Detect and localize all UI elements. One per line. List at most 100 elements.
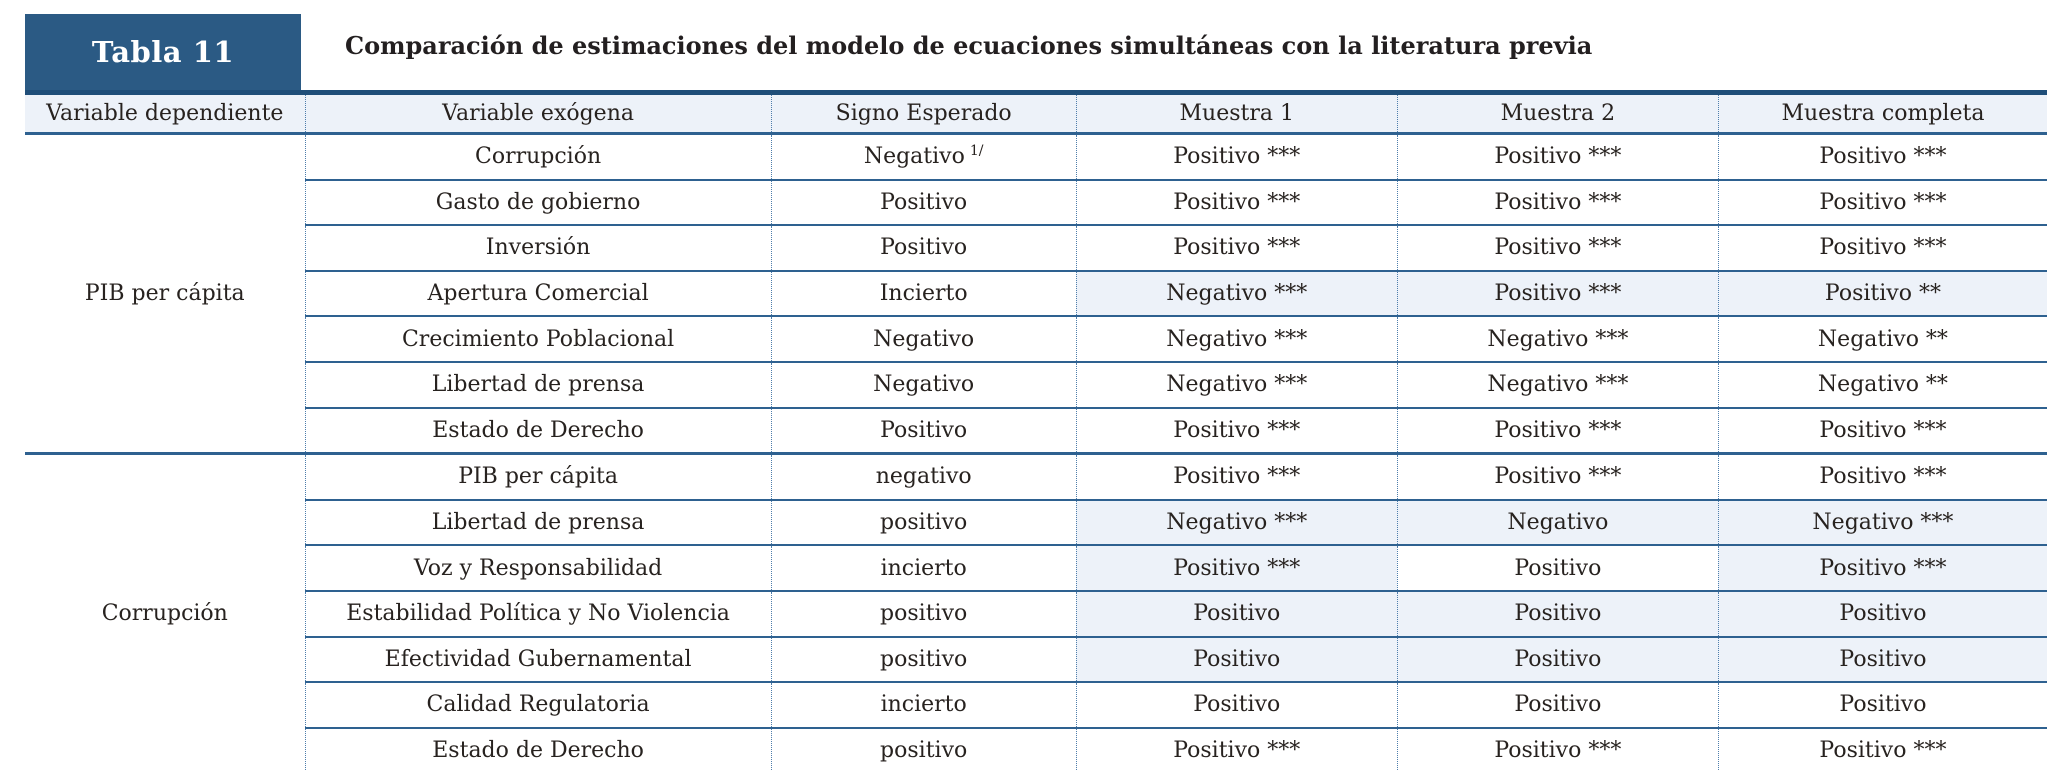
table-row: Estado de Derecho positivo Positivo *** …	[25, 726, 2047, 771]
rowgroup-label-corrupcion: Corrupción	[25, 452, 306, 771]
table-row: Corrupción PIB per cápita negativo Posit…	[25, 452, 2047, 771]
muestra-completa-cell: Negativo ***	[1717, 498, 2047, 546]
table-header: Variable dependiente Variable exógena Si…	[25, 92, 2047, 135]
signo-cell: negativo	[770, 452, 1077, 500]
muestra-completa-cell: Positivo ***	[1717, 178, 2047, 226]
muestra1-cell: Negativo ***	[1075, 498, 1398, 546]
exogena-cell: PIB per cápita	[304, 452, 772, 500]
table-row: Libertad de prensa positivo Negativo ***…	[25, 498, 2047, 546]
table-row: Inversión Positivo Positivo *** Positivo…	[25, 224, 2047, 271]
table-number-badge: Tabla 11	[25, 14, 301, 90]
muestra2-cell: Positivo	[1396, 635, 1719, 683]
muestra2-cell: Positivo ***	[1396, 406, 1719, 454]
signo-cell: positivo	[770, 589, 1077, 637]
column-header-exogena: Variable exógena	[304, 92, 772, 135]
muestra2-cell: Negativo	[1396, 498, 1719, 546]
muestra-completa-cell: Negativo **	[1717, 315, 2047, 362]
table-row: Efectividad Gubernamental positivo Posit…	[25, 635, 2047, 683]
table-row: Voz y Responsabilidad incierto Positivo …	[25, 544, 2047, 591]
muestra1-cell: Positivo ***	[1075, 452, 1398, 500]
muestra2-cell: Positivo ***	[1396, 269, 1719, 317]
muestra2-cell: Positivo ***	[1396, 224, 1719, 271]
exogena-cell: Libertad de prensa	[304, 498, 772, 546]
signo-cell: positivo	[770, 726, 1077, 771]
muestra-completa-cell: Positivo ***	[1717, 224, 2047, 271]
rowgroup-label-pib-per-capita: PIB per cápita	[25, 133, 306, 454]
table-row: Apertura Comercial Incierto Negativo ***…	[25, 269, 2047, 317]
muestra-completa-cell: Positivo **	[1717, 269, 2047, 317]
exogena-cell: Crecimiento Poblacional	[304, 315, 772, 362]
footnote-marker: 1/	[969, 142, 984, 159]
column-header-signo: Signo Esperado	[770, 92, 1077, 135]
muestra1-cell: Negativo ***	[1075, 315, 1398, 362]
muestra2-cell: Positivo ***	[1396, 133, 1719, 180]
table-row: PIB per cápita Corrupción Negativo 1/ Pos…	[25, 133, 2047, 454]
muestra-completa-cell: Positivo ***	[1717, 406, 2047, 454]
table-row: Gasto de gobierno Positivo Positivo *** …	[25, 178, 2047, 226]
exogena-cell: Apertura Comercial	[304, 269, 772, 317]
muestra-completa-cell: Negativo **	[1717, 360, 2047, 408]
signo-cell: Positivo	[770, 406, 1077, 454]
signo-cell: incierto	[770, 681, 1077, 728]
muestra1-cell: Positivo ***	[1075, 133, 1398, 180]
muestra-completa-cell: Positivo ***	[1717, 452, 2047, 500]
muestra2-cell: Negativo ***	[1396, 360, 1719, 408]
exogena-cell: Calidad Regulatoria	[304, 681, 772, 728]
comparison-table: Variable dependiente Variable exógena Si…	[25, 90, 2047, 771]
muestra1-cell: Positivo ***	[1075, 224, 1398, 271]
muestra1-cell: Positivo	[1075, 635, 1398, 683]
signo-cell: Incierto	[770, 269, 1077, 317]
table-row: Estado de Derecho Positivo Positivo *** …	[25, 406, 2047, 454]
muestra2-cell: Positivo	[1396, 681, 1719, 728]
muestra-completa-cell: Positivo ***	[1717, 726, 2047, 771]
column-header-muestra1: Muestra 1	[1075, 92, 1398, 135]
muestra1-cell: Positivo	[1075, 681, 1398, 728]
table-row: Libertad de prensa Negativo Negativo ***…	[25, 360, 2047, 408]
header-row: Variable dependiente Variable exógena Si…	[25, 92, 2047, 135]
signo-cell: Negativo	[770, 360, 1077, 408]
muestra1-cell: Positivo ***	[1075, 726, 1398, 771]
signo-cell: Negativo	[770, 315, 1077, 362]
exogena-cell: Estabilidad Política y No Violencia	[304, 589, 772, 637]
signo-cell: positivo	[770, 498, 1077, 546]
table-row: Crecimiento Poblacional Negativo Negativ…	[25, 315, 2047, 362]
table-number-label: Tabla 11	[91, 35, 235, 69]
table-row: Estabilidad Política y No Violencia posi…	[25, 589, 2047, 637]
exogena-cell: Corrupción	[304, 133, 772, 180]
signo-cell: Positivo	[770, 224, 1077, 271]
muestra1-cell: Positivo ***	[1075, 544, 1398, 591]
muestra-completa-cell: Positivo	[1717, 681, 2047, 728]
column-header-muestra-completa: Muestra completa	[1717, 92, 2047, 135]
muestra-completa-cell: Positivo ***	[1717, 133, 2047, 180]
muestra1-cell: Positivo ***	[1075, 406, 1398, 454]
column-header-muestra2: Muestra 2	[1396, 92, 1719, 135]
muestra2-cell: Negativo ***	[1396, 315, 1719, 362]
exogena-cell: Estado de Derecho	[304, 726, 772, 771]
muestra-completa-cell: Positivo	[1717, 635, 2047, 683]
signo-text: Negativo	[863, 144, 965, 170]
table-title: Comparación de estimaciones del modelo d…	[345, 30, 1593, 60]
exogena-cell: Inversión	[304, 224, 772, 271]
muestra-completa-cell: Positivo ***	[1717, 544, 2047, 591]
muestra1-cell: Negativo ***	[1075, 360, 1398, 408]
muestra2-cell: Positivo	[1396, 544, 1719, 591]
muestra1-cell: Negativo ***	[1075, 269, 1398, 317]
exogena-cell: Libertad de prensa	[304, 360, 772, 408]
muestra2-cell: Positivo ***	[1396, 452, 1719, 500]
muestra1-cell: Positivo ***	[1075, 178, 1398, 226]
table-caption: Tabla 11 Comparación de estimaciones del…	[0, 0, 2070, 90]
exogena-cell: Efectividad Gubernamental	[304, 635, 772, 683]
muestra2-cell: Positivo ***	[1396, 178, 1719, 226]
exogena-cell: Estado de Derecho	[304, 406, 772, 454]
column-header-dependiente: Variable dependiente	[25, 92, 306, 135]
exogena-cell: Gasto de gobierno	[304, 178, 772, 226]
exogena-cell: Voz y Responsabilidad	[304, 544, 772, 591]
signo-cell: incierto	[770, 544, 1077, 591]
table-body: PIB per cápita Corrupción Negativo 1/ Pos…	[25, 133, 2047, 771]
muestra-completa-cell: Positivo	[1717, 589, 2047, 637]
table-row: Calidad Regulatoria incierto Positivo Po…	[25, 681, 2047, 728]
muestra2-cell: Positivo	[1396, 589, 1719, 637]
muestra1-cell: Positivo	[1075, 589, 1398, 637]
signo-cell: positivo	[770, 635, 1077, 683]
signo-cell: Negativo 1/	[770, 133, 1077, 180]
